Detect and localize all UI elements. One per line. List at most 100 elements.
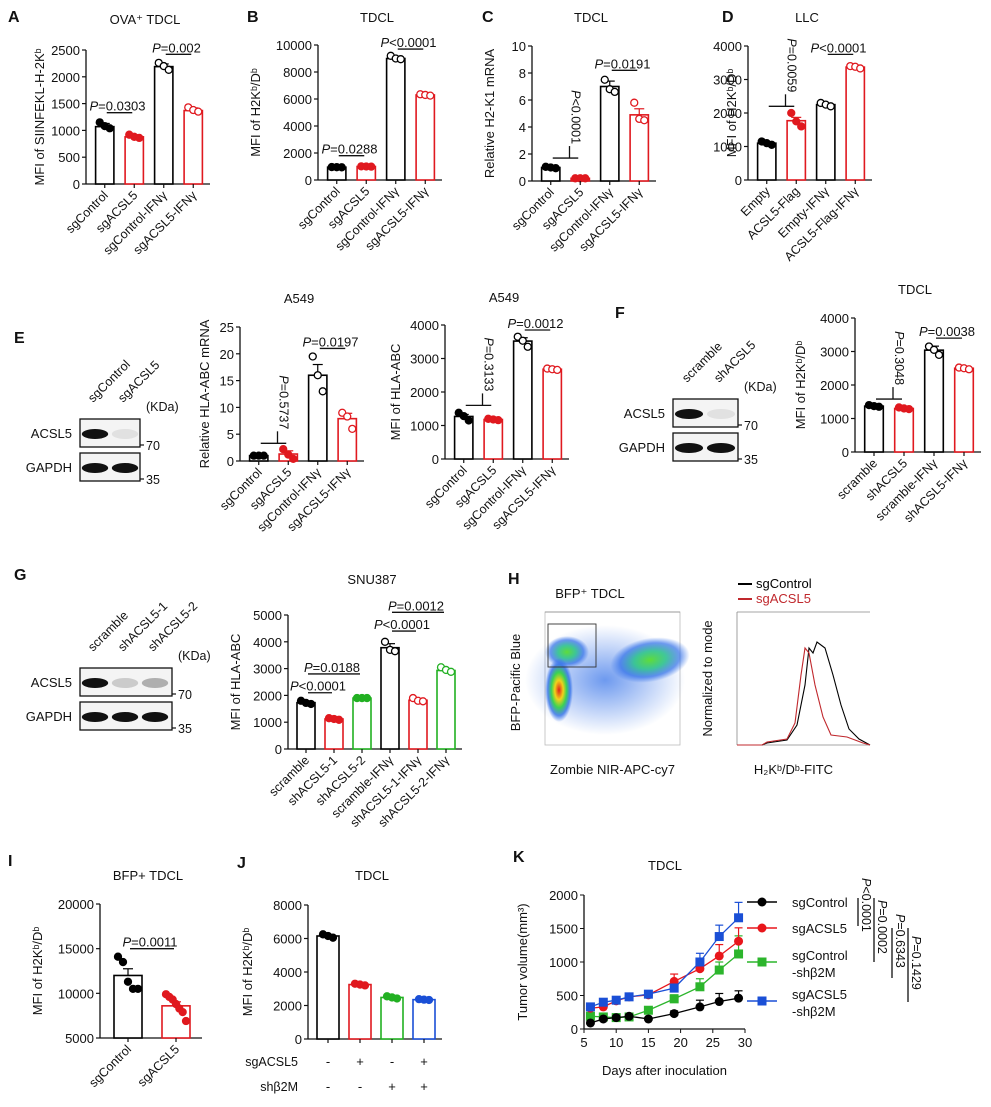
histogram-sgacsl5 — [737, 646, 871, 746]
data-point — [734, 936, 744, 946]
data-point — [874, 402, 884, 411]
x-tick-label: 15 — [641, 1035, 655, 1050]
p-value-label: P<0.0001 — [290, 679, 346, 694]
bar — [893, 407, 915, 453]
y-tick-label: 0 — [571, 1022, 578, 1037]
density-cloud-hot — [545, 658, 573, 722]
data-point — [904, 404, 914, 414]
data-point — [518, 336, 527, 345]
data-point — [934, 350, 944, 360]
p-value-label: P=0.0038 — [919, 324, 975, 339]
data-point — [424, 995, 434, 1005]
data-point — [695, 982, 705, 992]
y-tick-label: 2000 — [51, 70, 80, 85]
bar — [629, 114, 650, 182]
y-tick-label: 20 — [220, 347, 234, 362]
scatter-x-label: Zombie NIR-APC-cy7 — [550, 762, 675, 777]
y-tick-label: 4000 — [273, 965, 302, 980]
bar-chart-j: TDCL 0 2000 4000 6000 8000 MFI of H2Kᵇ/Dᵇ sgACS… — [240, 868, 442, 1094]
p-value-label: P=0.002 — [152, 40, 201, 55]
marker-label: 35 — [146, 473, 160, 487]
bar — [863, 405, 885, 453]
y-tick-label: 0 — [305, 173, 312, 188]
data-point — [418, 697, 428, 706]
series-sgacsl5-sh-2m — [585, 901, 744, 1012]
y-tick-label: 10000 — [276, 38, 312, 53]
kda-label: (KDa) — [178, 649, 211, 663]
bar — [352, 697, 372, 750]
y-tick-label: 1500 — [549, 922, 578, 937]
data-point — [767, 140, 776, 149]
legend-label: sgControl — [792, 948, 848, 963]
p-value-label: P=0.0303 — [89, 99, 145, 114]
bar — [124, 136, 145, 185]
y-tick-label: 2000 — [549, 888, 578, 903]
data-point — [640, 116, 649, 125]
panel-letter-a: A — [8, 9, 20, 26]
data-point — [630, 98, 639, 107]
legend-label: sgACSL5 — [756, 591, 811, 606]
data-point — [135, 133, 144, 143]
p-value-label: P<0.0001 — [810, 40, 866, 55]
y-tick-label: 500 — [556, 989, 578, 1004]
y-tick-label: 1000 — [253, 715, 282, 730]
legend-marker — [757, 957, 767, 967]
y-axis-label: MFI of H2Kᵇ/Dᵇ — [724, 69, 739, 158]
protein-band — [111, 712, 139, 722]
protein-band — [674, 443, 704, 453]
chart-title: LLC — [795, 10, 819, 25]
y-tick-label: 25 — [220, 320, 234, 335]
y-tick-label: 1000 — [713, 140, 742, 155]
panel-letter-k: K — [513, 849, 525, 866]
data-point — [318, 387, 327, 396]
bar — [953, 367, 975, 453]
x-tick-label: 30 — [738, 1035, 752, 1050]
line-chart-k: TDCL 0 500 1000 1500 2000 5 10 15 20 25 30 Days afte… — [515, 858, 923, 1078]
data-point — [826, 102, 835, 111]
p-value-label: P=0.5737 — [277, 375, 291, 429]
p-value-label: P=0.1429 — [909, 936, 923, 990]
bar — [296, 701, 316, 750]
x-tick-label: 10 — [609, 1035, 623, 1050]
data-point — [334, 715, 344, 724]
panel-letter-b: B — [247, 9, 259, 26]
bar — [815, 103, 836, 181]
legend-label: sgACSL5 — [792, 987, 847, 1002]
data-point — [348, 424, 357, 433]
data-point — [734, 913, 744, 923]
bar — [845, 66, 866, 181]
bar — [436, 669, 456, 750]
y-tick-label: 3000 — [410, 352, 439, 367]
data-point — [598, 1014, 608, 1024]
y-tick-label: 2500 — [51, 43, 80, 58]
data-point — [362, 693, 372, 703]
data-point — [392, 994, 402, 1003]
data-point — [259, 451, 268, 460]
data-point — [367, 162, 376, 171]
y-axis-label: MFI of SIINFEKL-H-2Kᵇ — [32, 48, 47, 185]
data-point — [714, 965, 724, 975]
protein-band — [81, 463, 109, 473]
chart-title: TDCL — [648, 858, 682, 873]
y-tick-label: 2000 — [253, 688, 282, 703]
row-value: - — [326, 1054, 330, 1069]
y-tick-label: 10000 — [58, 986, 94, 1001]
data-point — [328, 933, 338, 942]
legend-label: -shβ2M — [792, 1004, 836, 1019]
data-point — [523, 342, 532, 351]
p-value-label: P=0.0002 — [875, 900, 889, 954]
legend-marker — [757, 897, 767, 907]
x-tick-label: 5 — [580, 1035, 587, 1050]
row-value: + — [420, 1054, 428, 1069]
p-value-label: P=0.6343 — [893, 914, 907, 968]
data-point — [553, 365, 562, 375]
data-point — [123, 977, 133, 986]
p-value-label: P<0.0001 — [859, 878, 873, 932]
data-point — [734, 949, 744, 959]
y-tick-label: 0 — [432, 452, 439, 467]
western-blot-g: scrambleshACSL5-1shACSL5-2(KDa)ACSL570GA… — [26, 599, 211, 736]
